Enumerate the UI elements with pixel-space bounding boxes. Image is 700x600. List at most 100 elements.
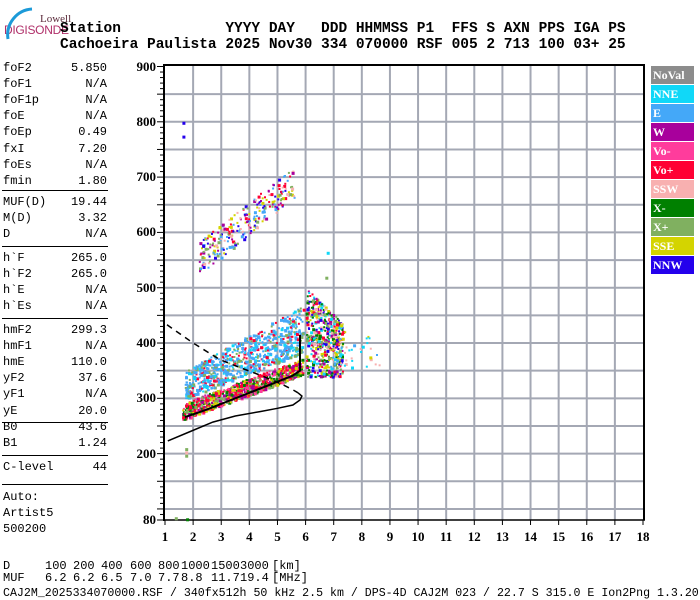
data-point: [240, 359, 243, 362]
legend-item-e: E: [651, 104, 694, 122]
data-point: [185, 397, 188, 400]
data-point: [240, 364, 243, 367]
data-point: [328, 342, 331, 345]
data-point: [202, 390, 205, 393]
data-point: [237, 342, 240, 345]
data-point: [198, 260, 201, 263]
data-point: [251, 364, 255, 368]
data-point: [244, 339, 247, 342]
data-point: [297, 309, 301, 313]
data-point: [248, 227, 251, 230]
data-point: [230, 229, 234, 233]
data-point: [220, 256, 224, 260]
data-point: [295, 373, 299, 377]
param-label: foF1p: [3, 93, 40, 108]
data-point: [248, 349, 251, 352]
data-point: [302, 372, 305, 375]
data-point: [204, 238, 207, 241]
data-point: [306, 321, 309, 324]
data-point: [293, 195, 296, 198]
data-point: [233, 386, 236, 388]
data-point: [266, 339, 269, 342]
data-point: [309, 337, 311, 340]
data-point: [275, 358, 279, 362]
data-point: [229, 388, 231, 390]
data-point: [310, 360, 313, 363]
data-point: [324, 351, 326, 354]
data-point: [206, 406, 209, 408]
data-point: [213, 239, 216, 242]
data-point: [279, 333, 283, 336]
data-point: [310, 335, 314, 339]
data-point: [312, 328, 316, 332]
data-point: [279, 371, 282, 374]
data-point: [208, 364, 211, 367]
data-point: [184, 387, 187, 389]
data-point: [280, 328, 284, 332]
data-point: [240, 381, 243, 384]
data-point: [365, 337, 368, 340]
data-point: [225, 364, 229, 368]
distance-value: 1500: [211, 559, 240, 573]
data-point: [229, 372, 233, 376]
param-value: 265.0: [70, 267, 107, 282]
data-point: [298, 317, 301, 320]
data-point: [194, 393, 198, 397]
data-point: [333, 370, 337, 374]
data-point: [202, 363, 206, 367]
data-point: [254, 342, 258, 346]
data-point: [257, 375, 261, 379]
data-point: [214, 356, 217, 359]
data-point: [212, 376, 215, 379]
data-point: [280, 352, 283, 355]
x-tick-label: 13: [495, 529, 509, 544]
param-value: 1.80: [78, 173, 107, 188]
data-point: [329, 346, 332, 349]
param-value: N/A: [85, 157, 107, 172]
data-point: [263, 379, 266, 381]
data-point: [335, 370, 339, 374]
data-point: [324, 366, 328, 370]
data-point: [324, 320, 327, 322]
data-point: [335, 323, 339, 327]
data-point: [218, 392, 221, 395]
data-point: [256, 226, 259, 230]
data-point: [254, 386, 258, 390]
data-point: [203, 401, 206, 404]
data-point: [268, 373, 271, 376]
data-point: [287, 372, 289, 375]
data-point: [300, 349, 303, 351]
param-row-foes: foEs N/A: [3, 158, 107, 172]
data-point: [289, 193, 293, 197]
data-point: [322, 304, 325, 307]
data-point: [213, 386, 216, 389]
data-point: [333, 325, 336, 328]
data-point: [328, 331, 331, 333]
data-point: [313, 342, 317, 346]
param-label: h`F: [3, 251, 25, 265]
data-point: [200, 268, 202, 270]
data-point: [283, 380, 286, 383]
data-point: [260, 382, 263, 385]
data-point: [260, 374, 264, 378]
data-point: [281, 376, 285, 380]
data-point: [338, 330, 341, 333]
data-point: [294, 373, 297, 376]
data-point: [277, 336, 280, 339]
data-point: [236, 230, 239, 232]
data-point: [204, 395, 207, 398]
data-point: [288, 332, 291, 335]
data-point: [313, 301, 317, 305]
data-point: [222, 356, 225, 359]
data-point: [376, 354, 378, 356]
data-point: [201, 387, 204, 390]
data-point: [306, 335, 310, 339]
data-point: [228, 362, 231, 365]
data-point: [263, 338, 266, 341]
data-point: [200, 361, 203, 364]
data-point: [272, 329, 276, 333]
param-label: M(D): [3, 211, 32, 226]
legend-item-vo-: Vo+: [651, 161, 694, 179]
data-point: [262, 384, 265, 387]
param-label: fmin: [3, 173, 32, 188]
